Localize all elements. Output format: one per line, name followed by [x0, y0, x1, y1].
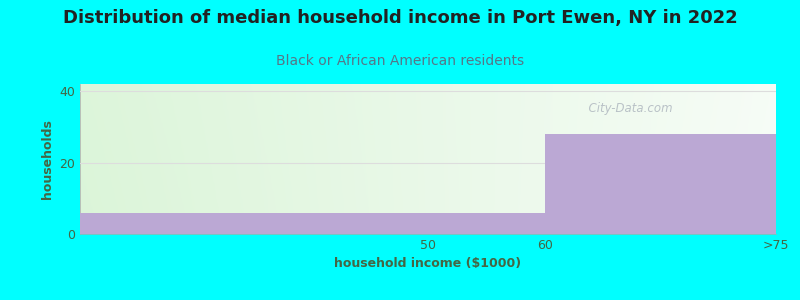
Text: Black or African American residents: Black or African American residents — [276, 54, 524, 68]
Text: City-Data.com: City-Data.com — [581, 102, 673, 115]
Bar — [545, 134, 776, 234]
Y-axis label: households: households — [41, 119, 54, 199]
X-axis label: household income ($1000): household income ($1000) — [334, 257, 522, 270]
Bar — [428, 213, 545, 234]
Bar — [80, 213, 428, 234]
Text: Distribution of median household income in Port Ewen, NY in 2022: Distribution of median household income … — [62, 9, 738, 27]
